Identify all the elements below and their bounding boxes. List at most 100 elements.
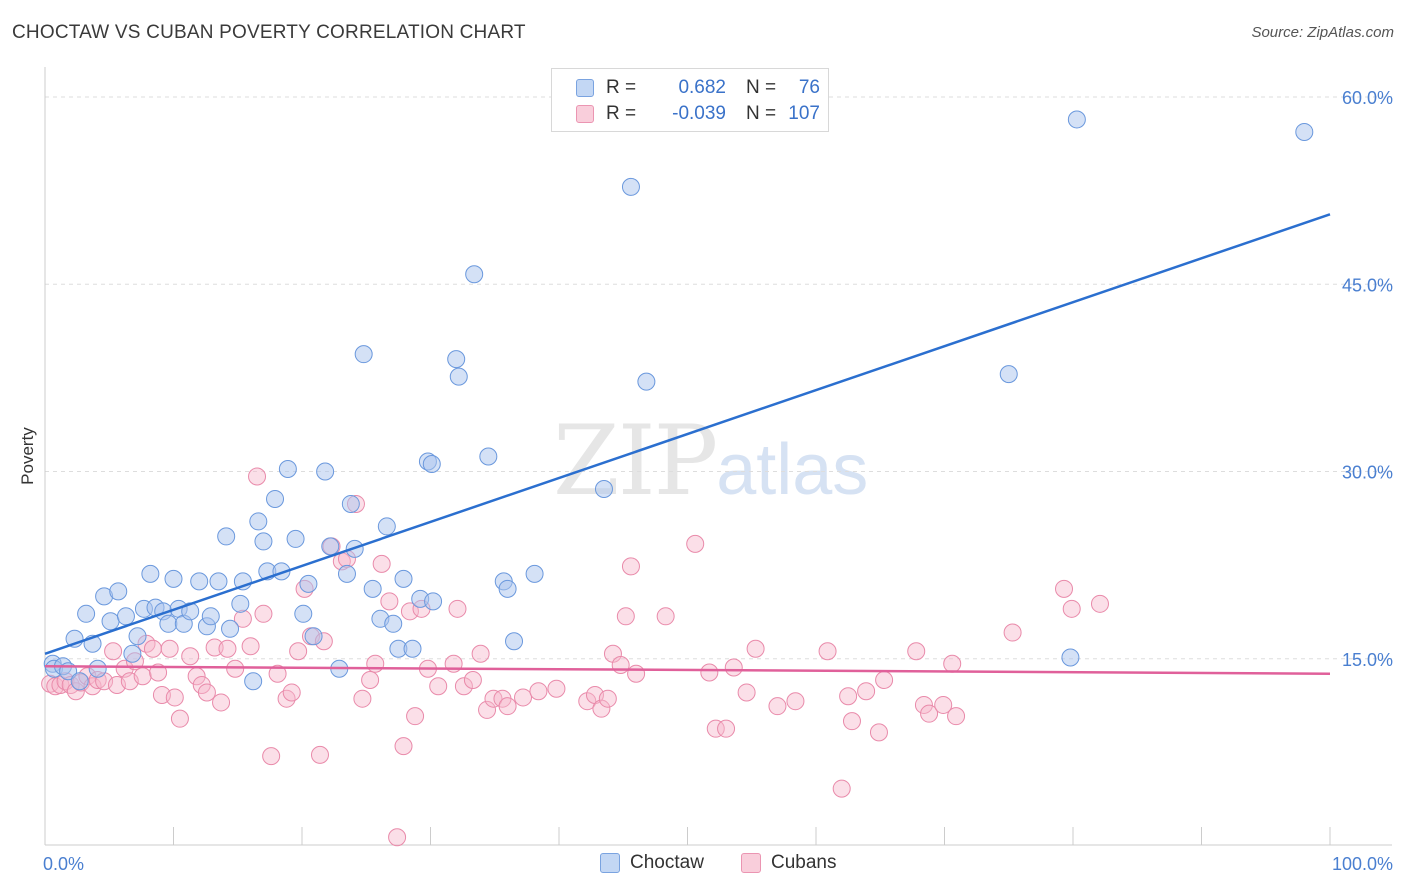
cubans-point: [212, 693, 231, 712]
choctaw-swatch: [576, 79, 594, 97]
choctaw-point: [123, 644, 142, 663]
choctaw-points: [43, 110, 1314, 691]
cubans-point: [268, 664, 287, 683]
y-tick-label: 15.0%: [1342, 650, 1393, 670]
series-legend: Choctaw Cubans: [0, 852, 1406, 878]
axis-layer: [44, 67, 1392, 846]
cubans-legend-swatch: [741, 853, 761, 873]
cubans-point: [700, 663, 719, 682]
choctaw-point: [299, 574, 318, 593]
choctaw-point: [316, 462, 335, 481]
choctaw-point: [217, 527, 236, 546]
choctaw-point: [1067, 110, 1086, 129]
cubans-point: [592, 699, 611, 718]
chart-title: CHOCTAW VS CUBAN POVERTY CORRELATION CHA…: [12, 22, 526, 43]
watermark: ZIPatlas: [553, 405, 868, 517]
choctaw-point: [321, 537, 340, 556]
cubans-point: [611, 655, 630, 674]
cubans-points: [41, 467, 1109, 847]
cubans-point: [160, 639, 179, 658]
choctaw-point: [128, 627, 147, 646]
cubans-point: [388, 828, 407, 847]
choctaw-point: [403, 639, 422, 658]
cubans-point: [205, 638, 224, 657]
cubans-point: [621, 557, 640, 576]
cubans-point: [598, 689, 617, 708]
cubans-point: [737, 683, 756, 702]
cubans-trend-line: [44, 664, 1331, 675]
choctaw-point: [505, 632, 524, 651]
cubans-point: [768, 697, 787, 716]
choctaw-point: [394, 569, 413, 588]
source-note: Source: ZipAtlas.com: [1251, 24, 1394, 41]
cubans-point: [372, 554, 391, 573]
cubans-point: [947, 707, 966, 726]
cubans-point: [353, 689, 372, 708]
choctaw-point: [231, 594, 250, 613]
cubans-point: [934, 695, 953, 714]
choctaw-point: [1295, 122, 1314, 141]
choctaw-point: [1061, 648, 1080, 667]
choctaw-point: [465, 265, 484, 284]
legend-label-cubans: Cubans: [771, 852, 837, 873]
cubans-point: [839, 687, 858, 706]
cubans-point: [907, 642, 926, 661]
legend-n-label: N =: [746, 77, 777, 98]
cubans-point: [869, 723, 888, 742]
legend-r-label: R =: [606, 103, 637, 124]
cubans-point: [842, 712, 861, 731]
cubans-point: [248, 467, 267, 486]
cubans-point: [529, 682, 548, 701]
legend-n-value: 76: [798, 77, 820, 98]
cubans-point: [149, 663, 168, 682]
choctaw-point: [498, 579, 517, 598]
cubans-point: [165, 688, 184, 707]
choctaw-point: [422, 455, 441, 474]
choctaw-point: [254, 532, 273, 551]
legend-n-value: 107: [788, 103, 820, 124]
legend-n-label: N =: [746, 103, 777, 124]
cubans-point: [627, 664, 646, 683]
choctaw-point: [447, 350, 466, 369]
y-tick-label: 30.0%: [1342, 463, 1393, 483]
choctaw-point: [999, 365, 1018, 384]
cubans-point: [616, 607, 635, 626]
cubans-point: [1090, 594, 1109, 613]
cubans-point: [724, 658, 743, 677]
cubans-point: [454, 677, 473, 696]
choctaw-point: [101, 612, 120, 631]
choctaw-point: [621, 177, 640, 196]
cubans-point: [394, 737, 413, 756]
choctaw-point: [266, 489, 285, 508]
choctaw-point: [377, 517, 396, 536]
cubans-point: [226, 659, 245, 678]
cubans-point: [1062, 599, 1081, 618]
choctaw-legend-swatch: [600, 853, 620, 873]
legend-item-choctaw[interactable]: Choctaw: [600, 852, 704, 874]
choctaw-point: [209, 572, 228, 591]
cubans-point: [706, 719, 725, 738]
choctaw-trend-line: [44, 213, 1331, 655]
choctaw-point: [159, 614, 178, 633]
choctaw-point: [249, 512, 268, 531]
choctaw-point: [479, 447, 498, 466]
cubans-point: [463, 670, 482, 689]
choctaw-point: [244, 672, 263, 691]
cubans-point: [400, 602, 419, 621]
choctaw-point: [201, 607, 220, 626]
cubans-point: [857, 682, 876, 701]
choctaw-point: [354, 345, 373, 364]
choctaw-point: [449, 367, 468, 386]
cubans-point: [282, 683, 301, 702]
cubans-point: [241, 637, 260, 656]
cubans-point: [366, 654, 385, 673]
cubans-point: [380, 592, 399, 611]
choctaw-point: [384, 614, 403, 633]
legend-item-cubans[interactable]: Cubans: [741, 852, 837, 874]
y-tick-label: 60.0%: [1342, 88, 1393, 108]
cubans-point: [289, 642, 308, 661]
cubans-point: [170, 709, 189, 728]
watermark-atlas: atlas: [716, 430, 869, 510]
cubans-point: [471, 644, 490, 663]
choctaw-point: [525, 564, 544, 583]
